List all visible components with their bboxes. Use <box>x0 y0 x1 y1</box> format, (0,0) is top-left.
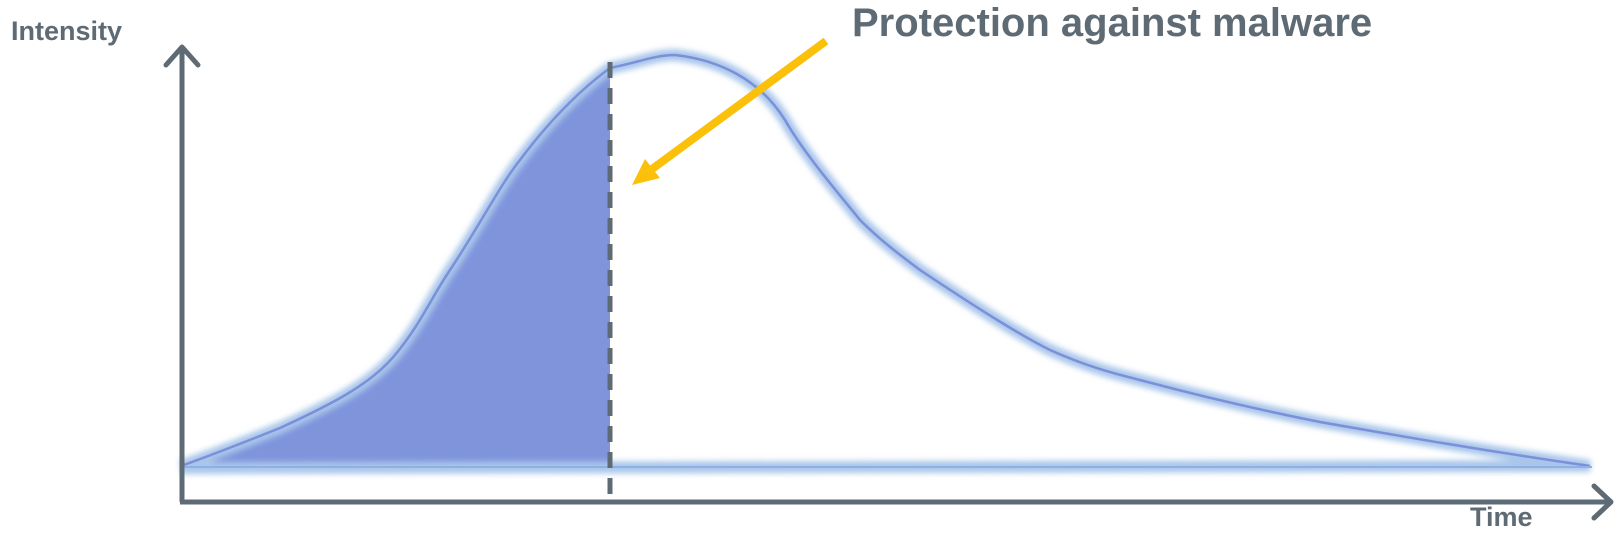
shaded-area <box>181 68 610 466</box>
intensity-curve <box>180 53 1591 468</box>
annotation-text: Protection against malware <box>852 1 1373 45</box>
annotation-arrow-head <box>632 159 660 185</box>
annotation-arrow-shaft <box>645 37 829 176</box>
y-axis-arrowhead <box>163 44 201 68</box>
x-axis-arrowhead <box>1591 483 1614 521</box>
y-axis-label: Intensity <box>11 16 123 46</box>
x-axis-label: Time <box>1470 502 1533 532</box>
